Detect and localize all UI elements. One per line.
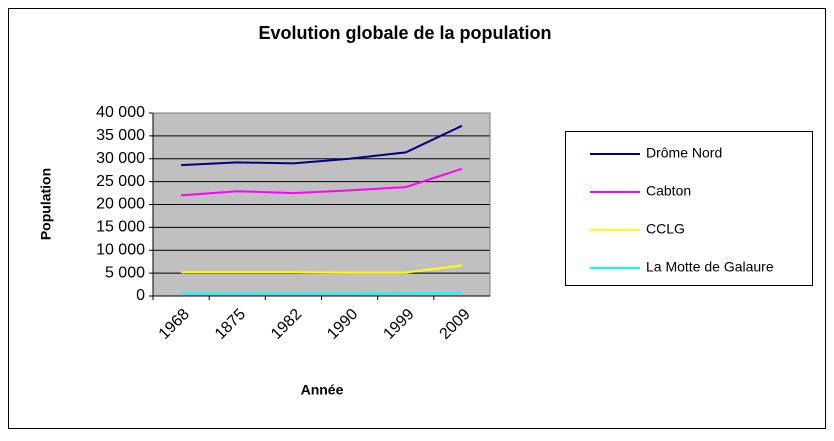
x-axis-title: Année xyxy=(301,382,344,398)
y-tick-label: 10 000 xyxy=(96,241,145,258)
y-tick-label: 30 000 xyxy=(96,150,145,167)
y-tick-label: 35 000 xyxy=(96,127,145,144)
y-tick-label: 40 000 xyxy=(96,104,145,121)
series-line xyxy=(181,124,463,167)
legend-box xyxy=(565,131,813,286)
y-tick-label: 0 xyxy=(136,287,145,304)
chart-title: Evolution globale de la population xyxy=(258,23,551,43)
legend-label: La Motte de Galaure xyxy=(646,259,774,275)
y-tick-label: 15 000 xyxy=(96,219,145,236)
legend-label: CCLG xyxy=(646,221,685,237)
legend-label: Drôme Nord xyxy=(646,145,722,161)
series-line xyxy=(181,264,463,274)
y-tick-label: 20 000 xyxy=(96,196,145,213)
y-axis-title: Population xyxy=(38,168,54,240)
legend-label: Cabton xyxy=(646,183,691,199)
y-tick-label: 5 000 xyxy=(105,264,145,281)
series-line xyxy=(181,291,462,295)
series-line xyxy=(181,167,463,197)
y-tick-label: 25 000 xyxy=(96,173,145,190)
